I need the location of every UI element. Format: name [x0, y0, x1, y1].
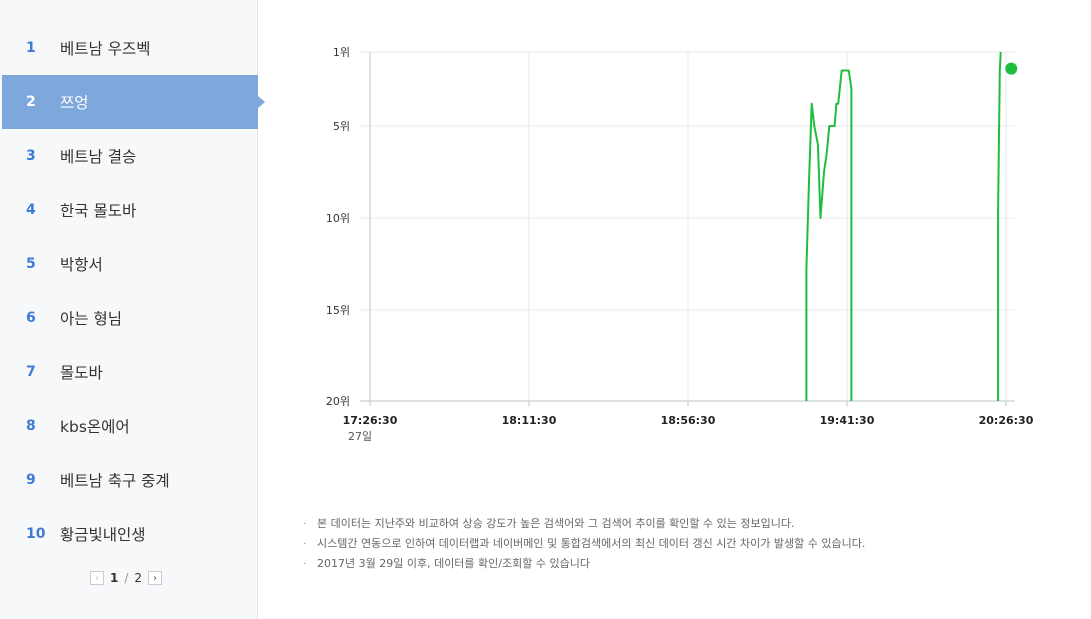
rank-keyword: 베트남 결승: [60, 148, 137, 166]
rank-item-3[interactable]: 3 베트남 결승: [2, 129, 258, 183]
rank-number: 3: [26, 148, 36, 164]
next-page-button[interactable]: ›: [148, 571, 163, 585]
rank-number: 9: [26, 472, 36, 488]
keyword-ranking-list: 1 베트남 우즈벡 2 쯔엉 3 베트남 결승 4 한국 몰도바 5 박항서 6…: [2, 21, 265, 561]
rank-keyword: 몰도바: [60, 364, 103, 382]
x-tick-label: 17:26:30: [343, 414, 398, 427]
y-tick-label: 15위: [326, 304, 350, 317]
rank-item-5[interactable]: 5 박항서: [2, 237, 258, 291]
rank-number: 4: [26, 202, 36, 218]
rank-keyword: 황금빛내인생: [60, 526, 146, 544]
ranking-pager: ‹ 1 / 2 ›: [90, 571, 163, 585]
y-tick-label: 10위: [326, 212, 350, 225]
keyword-rank-trend-chart: 1위 5위 10위 15위 20위 17:26:30 18:11:30 18:56:30 19:…: [326, 46, 1034, 443]
x-date-label: 27일: [348, 429, 372, 443]
prev-page-button[interactable]: ‹: [90, 571, 104, 585]
trend-line-segment: [805, 69, 853, 401]
rank-item-4[interactable]: 4 한국 몰도바: [2, 183, 258, 237]
rank-keyword: 아는 형님: [60, 310, 122, 328]
y-tick-label: 20위: [326, 395, 350, 408]
chevron-right-icon: ›: [153, 572, 158, 584]
x-tick-label: 18:11:30: [502, 414, 557, 427]
current-rank-marker: [1005, 62, 1018, 75]
rank-keyword: 한국 몰도바: [60, 202, 137, 220]
total-pages: 2: [134, 571, 143, 585]
rank-keyword: 베트남 축구 중계: [60, 472, 170, 490]
trend-line-segment: [997, 51, 1002, 401]
x-tick-label: 18:56:30: [661, 414, 716, 427]
rank-number: 5: [26, 256, 36, 272]
rank-number: 6: [26, 310, 36, 326]
rank-number: 1: [26, 40, 36, 56]
rank-keyword: 베트남 우즈벡: [60, 40, 151, 58]
rank-item-8[interactable]: 8 kbs온에어: [2, 399, 258, 453]
rank-item-2-selected[interactable]: 2 쯔엉: [2, 75, 265, 129]
y-tick-label: 1위: [333, 46, 350, 59]
x-tick-label: 20:26:30: [979, 414, 1034, 427]
rank-item-7[interactable]: 7 몰도바: [2, 345, 258, 399]
rank-keyword: kbs온에어: [60, 418, 130, 436]
rank-number: 10: [26, 526, 46, 542]
note-item: 시스템간 연동으로 인하여 데이터랩과 네이버메인 및 통합검색에서의 최신 데…: [303, 534, 865, 554]
note-item: 본 데이터는 지난주와 비교하여 상승 강도가 높은 검색어와 그 검색어 추이…: [303, 514, 865, 534]
rank-item-9[interactable]: 9 베트남 축구 중계: [2, 453, 258, 507]
rank-item-10[interactable]: 10 황금빛내인생: [2, 507, 258, 561]
x-tick-label: 19:41:30: [820, 414, 875, 427]
y-tick-label: 5위: [333, 120, 350, 133]
rank-item-1[interactable]: 1 베트남 우즈벡: [2, 21, 258, 75]
chart-notes: 본 데이터는 지난주와 비교하여 상승 강도가 높은 검색어와 그 검색어 추이…: [303, 514, 865, 574]
rank-item-6[interactable]: 6 아는 형님: [2, 291, 258, 345]
rank-number: 7: [26, 364, 36, 380]
rank-number: 8: [26, 418, 36, 434]
rank-number: 2: [26, 94, 36, 110]
note-item: 2017년 3월 29일 이후, 데이터를 확인/조회할 수 있습니다: [303, 554, 865, 574]
rank-keyword: 박항서: [60, 256, 103, 274]
page-separator: /: [124, 571, 129, 585]
current-page: 1: [110, 571, 119, 585]
chevron-left-icon: ‹: [95, 572, 99, 584]
rank-keyword: 쯔엉: [60, 94, 89, 112]
keyword-ranking-sidebar: 1 베트남 우즈벡 2 쯔엉 3 베트남 결승 4 한국 몰도바 5 박항서 6…: [0, 0, 265, 619]
